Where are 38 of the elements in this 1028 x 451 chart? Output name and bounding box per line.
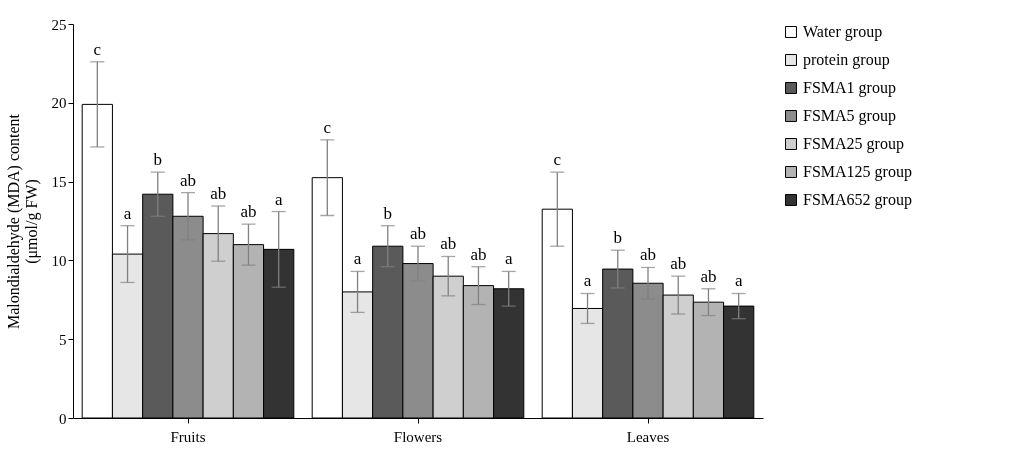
y-tick-label: 20	[51, 95, 67, 112]
data-label: a	[734, 271, 743, 291]
data-label: ab	[700, 266, 717, 286]
y-tick-label: 0	[59, 410, 67, 427]
data-label: b	[153, 150, 163, 170]
data-label: ab	[179, 170, 197, 190]
x-tick-label: Fruits	[170, 428, 206, 445]
data-label: a	[274, 189, 283, 209]
legend-label: Water group	[803, 23, 883, 41]
data-label: a	[583, 271, 592, 291]
data-label: a	[504, 249, 513, 269]
data-label: ab	[670, 254, 687, 274]
legend-label: FSMA25 group	[803, 135, 904, 153]
data-label: b	[383, 203, 393, 223]
data-label: ab	[440, 234, 457, 254]
data-label: ab	[409, 224, 427, 244]
legend-label: FSMA125 group	[803, 163, 912, 181]
data-label: c	[93, 39, 102, 59]
data-label: ab	[210, 184, 227, 204]
y-axis-title: Malondialdehyde (MDA) content (μmol/g FW)	[4, 113, 41, 330]
data-label: ab	[470, 244, 487, 264]
data-label: ab	[639, 245, 657, 265]
data-label: c	[553, 150, 562, 170]
y-tick-label: 5	[59, 331, 67, 348]
x-tick-label: Flowers	[393, 428, 443, 445]
x-tick-label: Leaves	[626, 428, 670, 445]
data-label: a	[353, 249, 362, 269]
data-label: ab	[240, 202, 257, 222]
y-tick-label: 10	[51, 252, 67, 269]
legend-label: FSMA1 group	[803, 79, 896, 97]
y-tick-label: 25	[51, 16, 67, 33]
y-tick-label: 15	[51, 174, 67, 191]
legend-label: FSMA5 group	[803, 107, 896, 125]
data-label: a	[123, 203, 132, 223]
data-label: b	[613, 228, 623, 248]
data-label: c	[323, 117, 332, 137]
legend-label: protein group	[803, 51, 890, 69]
legend-label: FSMA652 group	[803, 191, 912, 209]
